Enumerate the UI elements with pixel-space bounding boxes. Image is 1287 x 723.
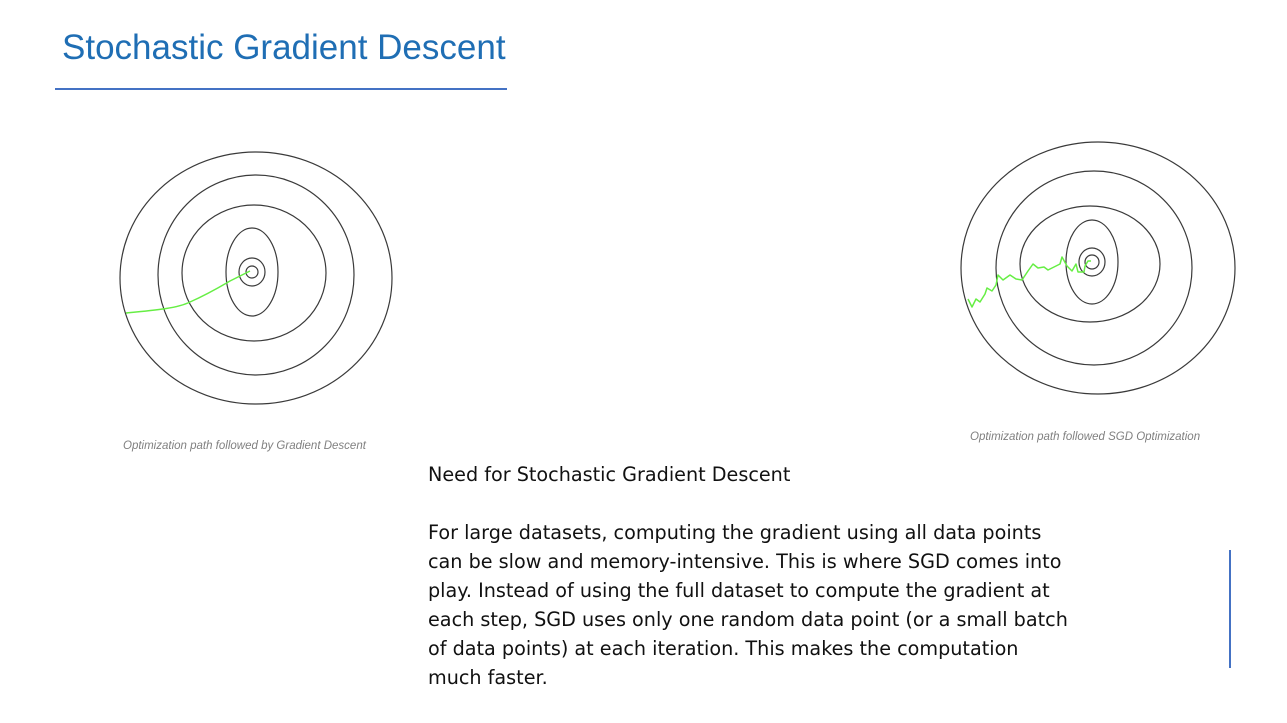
body-paragraph: For large datasets, computing the gradie…	[428, 521, 1068, 689]
body-text-box: Need for Stochastic Gradient Descent For…	[428, 460, 1068, 692]
sgd-diagram-caption: Optimization path followed SGD Optimizat…	[970, 431, 1201, 443]
gradient-descent-contour-diagram	[118, 148, 398, 408]
contour-ring-outer	[119, 151, 393, 405]
contour-ring-3	[157, 174, 355, 376]
contour-minimum	[1084, 254, 1100, 270]
contour-minimum	[245, 265, 259, 279]
sgd-optimization-path	[967, 256, 1091, 308]
contour-ring-inner	[1078, 247, 1106, 277]
accent-vertical-bar	[1229, 550, 1231, 668]
body-heading: Need for Stochastic Gradient Descent	[428, 463, 791, 486]
contour-ring-inner	[238, 257, 266, 287]
gd-optimization-path	[125, 270, 251, 314]
title-underline	[55, 88, 507, 90]
contour-ring-2	[1019, 205, 1161, 323]
slide-title: Stochastic Gradient Descent	[62, 28, 506, 67]
contour-ring-1	[1065, 219, 1119, 305]
contour-ring-outer	[960, 141, 1236, 395]
contour-ring-3	[995, 170, 1193, 366]
sgd-contour-diagram	[958, 139, 1238, 399]
contour-ring-1	[225, 227, 279, 317]
contour-ring-2	[181, 204, 327, 342]
gd-diagram-caption: Optimization path followed by Gradient D…	[123, 440, 366, 452]
